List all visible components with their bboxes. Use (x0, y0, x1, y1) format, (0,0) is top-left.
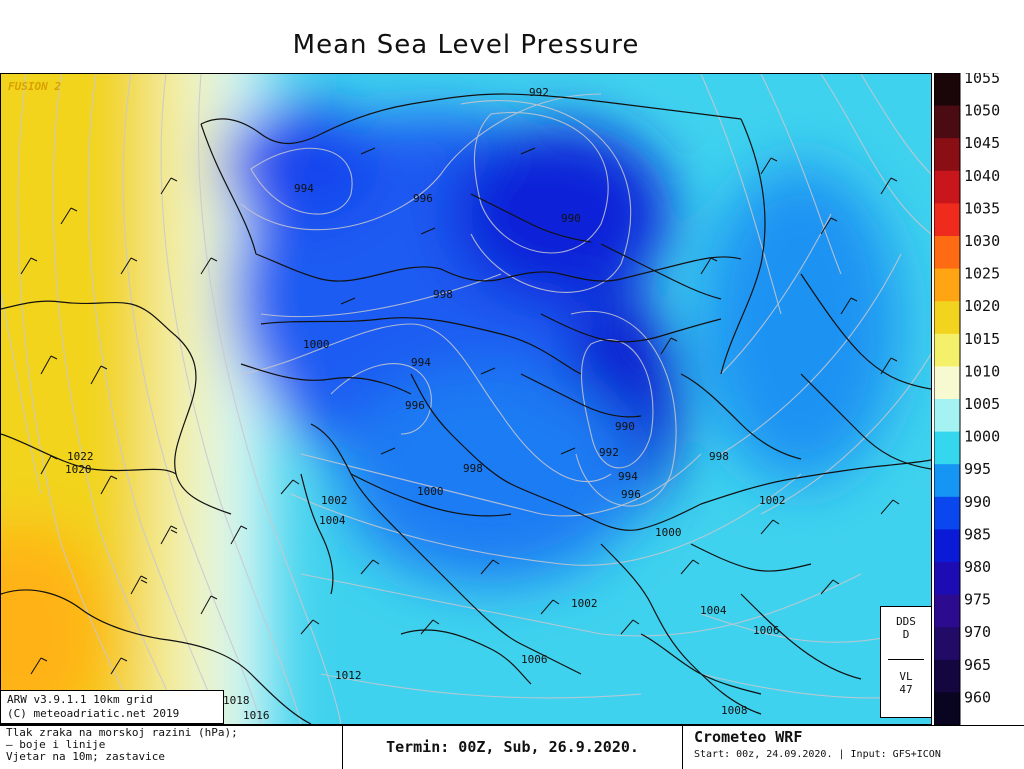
isobar-label: 994 (618, 470, 638, 483)
isobar-label: 998 (709, 450, 729, 463)
isobar-label: 1000 (303, 338, 330, 351)
legend-swatch (934, 138, 960, 172)
legend-label: 965 (964, 656, 991, 674)
dds-divider (888, 659, 924, 660)
isobar-label: 1006 (753, 624, 780, 637)
legend-label: 990 (964, 493, 991, 511)
legend-swatch (934, 627, 960, 661)
isobar-label: 998 (433, 288, 453, 301)
pressure-legend: 1055 1050 1045 1040 1035 1030 1025 1020 1015 1010… (934, 73, 1024, 725)
legend-swatch (934, 431, 960, 465)
pressure-map: 992 994 996 990 998 1000 994 996 990 992 994 996 998… (0, 73, 932, 725)
legend-swatch (934, 105, 960, 139)
isobar-label: 998 (463, 462, 483, 475)
legend-swatch (934, 399, 960, 433)
description-line: — boje i linije (6, 738, 106, 751)
legend-swatch (934, 562, 960, 596)
legend-label: 1050 (964, 102, 1000, 120)
legend-label: 1035 (964, 199, 1000, 217)
isobar-label: 1002 (321, 494, 348, 507)
legend-swatch (934, 659, 960, 693)
run-info: Start: 00z, 24.09.2020. | Input: GFS+ICO… (694, 749, 941, 760)
footer-bar: Tlak zraka na morskoj razini (hPa); — bo… (0, 725, 1024, 769)
legend-label: 1030 (964, 232, 1000, 250)
description-line: Tlak zraka na morskoj razini (hPa); (6, 726, 238, 739)
isobar-label: 1002 (759, 494, 786, 507)
legend-swatch (934, 73, 960, 107)
isobar-label: 1018 (223, 694, 250, 707)
isobar-label: 1002 (571, 597, 598, 610)
legend-label: 995 (964, 460, 991, 478)
isobar-label: 996 (405, 399, 425, 412)
description: Tlak zraka na morskoj razini (hPa); — bo… (0, 726, 343, 769)
legend-label: 985 (964, 525, 991, 543)
model-version: ARW v3.9.1.1 10km grid (7, 693, 153, 706)
legend-swatch (934, 236, 960, 270)
legend-label: 1010 (964, 362, 1000, 380)
legend-label: 1015 (964, 330, 1000, 348)
legend-label: 970 (964, 623, 991, 641)
legend-swatch (934, 170, 960, 204)
vl-value: 47 (899, 683, 913, 696)
legend-swatch (934, 333, 960, 367)
isobar-label: 990 (561, 212, 581, 225)
vl-label: VL (899, 670, 913, 683)
brand-name: Crometeo WRF (694, 728, 803, 746)
legend-label: 1020 (964, 297, 1000, 315)
legend-swatch (934, 496, 960, 530)
description-line: Vjetar na 10m; zastavice (6, 750, 165, 763)
isobar-label: 1006 (521, 653, 548, 666)
copyright-text: (C) meteoadriatic.net 2019 (7, 707, 180, 720)
isobar-label: 996 (413, 192, 433, 205)
legend-swatch (934, 268, 960, 302)
legend-swatch (934, 366, 960, 400)
forecast-time: Termin: 00Z, Sub, 26.9.2020. (343, 726, 683, 769)
legend-swatch (934, 594, 960, 628)
legend-label: 1045 (964, 134, 1000, 152)
isobar-label: 996 (621, 488, 641, 501)
isobar-label: 1004 (319, 514, 346, 527)
isobar-label: 992 (599, 446, 619, 459)
isobar-label: 1004 (700, 604, 727, 617)
legend-label: 975 (964, 591, 991, 609)
map-title: Mean Sea Level Pressure (292, 30, 640, 60)
isobar-label: 1000 (655, 526, 682, 539)
brand-block: Crometeo WRF Start: 00z, 24.09.2020. | I… (684, 726, 1024, 769)
legend-swatch (934, 529, 960, 563)
isobar-label: 1020 (65, 463, 92, 476)
map-canvas: 992 994 996 990 998 1000 994 996 990 992 994 996 998… (1, 74, 931, 724)
dds-box: DDS D VL 47 (880, 606, 932, 718)
model-info-box: ARW v3.9.1.1 10km grid (C) meteoadriatic… (0, 690, 224, 724)
isobar-label: 1000 (417, 485, 444, 498)
legend-label: 980 (964, 558, 991, 576)
legend-canvas: 1055 1050 1045 1040 1035 1030 1025 1020 1015 1010… (934, 73, 1000, 725)
isobar-label: 992 (529, 86, 549, 99)
dds-value: D (902, 628, 910, 641)
legend-label: 1025 (964, 265, 1000, 283)
legend-swatch (934, 203, 960, 237)
legend-label: 1055 (964, 73, 1000, 87)
fusion-tag: FUSION 2 (8, 80, 61, 93)
isobar-label: 1008 (721, 704, 748, 717)
legend-swatch (934, 301, 960, 335)
isobar-label: 1012 (335, 669, 362, 682)
isobar-label: 1022 (67, 450, 94, 463)
legend-label: 1040 (964, 167, 1000, 185)
isobar-label: 990 (615, 420, 635, 433)
isobar-labels: 992 994 996 990 998 1000 994 996 990 992 994 996 998… (65, 86, 786, 722)
legend-swatch (934, 692, 960, 725)
isobar-label: 994 (294, 182, 314, 195)
legend-label: 960 (964, 688, 991, 706)
legend-swatch (934, 464, 960, 498)
isobar-label: 1016 (243, 709, 270, 722)
isobar-label: 994 (411, 356, 431, 369)
legend-label: 1005 (964, 395, 1000, 413)
dds-label: DDS (896, 615, 916, 628)
legend-label: 1000 (964, 428, 1000, 446)
legend-border (934, 73, 961, 725)
